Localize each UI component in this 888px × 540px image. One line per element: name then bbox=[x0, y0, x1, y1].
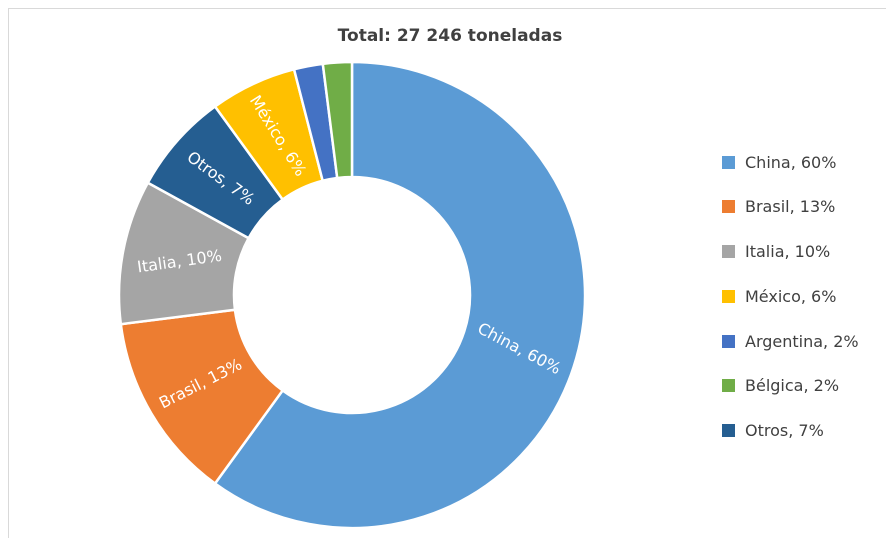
legend-swatch bbox=[722, 245, 735, 259]
chart-legend: China, 60% Brasil, 13% Italia, 10% México, … bbox=[722, 148, 859, 462]
donut-slice-belgica bbox=[321, 60, 354, 180]
legend-label: Italia, 10% bbox=[745, 242, 831, 262]
legend-label: Argentina, 2% bbox=[745, 331, 859, 351]
legend-label: China, 60% bbox=[745, 152, 837, 172]
legend-swatch bbox=[722, 200, 735, 214]
legend-item: México, 6% bbox=[722, 282, 859, 310]
chart-area bbox=[8, 8, 886, 538]
donut-slice-china bbox=[213, 60, 587, 530]
legend-label: Otros, 7% bbox=[745, 421, 824, 441]
legend-swatch bbox=[722, 334, 735, 348]
legend-swatch bbox=[722, 379, 735, 393]
legend-label: México, 6% bbox=[745, 286, 837, 306]
legend-swatch bbox=[722, 155, 735, 169]
legend-label: Brasil, 13% bbox=[745, 197, 836, 217]
legend-item: Argentina, 2% bbox=[722, 327, 859, 355]
chart-title: Total: 27 246 toneladas bbox=[337, 26, 563, 46]
legend-item: Otros, 7% bbox=[722, 417, 859, 445]
legend-item: Bélgica, 2% bbox=[722, 372, 859, 400]
legend-label: Bélgica, 2% bbox=[745, 376, 840, 396]
legend-item: China, 60% bbox=[722, 148, 859, 176]
legend-item: Italia, 10% bbox=[722, 238, 859, 266]
legend-item: Brasil, 13% bbox=[722, 193, 859, 221]
legend-swatch bbox=[722, 424, 735, 438]
legend-swatch bbox=[722, 289, 735, 303]
